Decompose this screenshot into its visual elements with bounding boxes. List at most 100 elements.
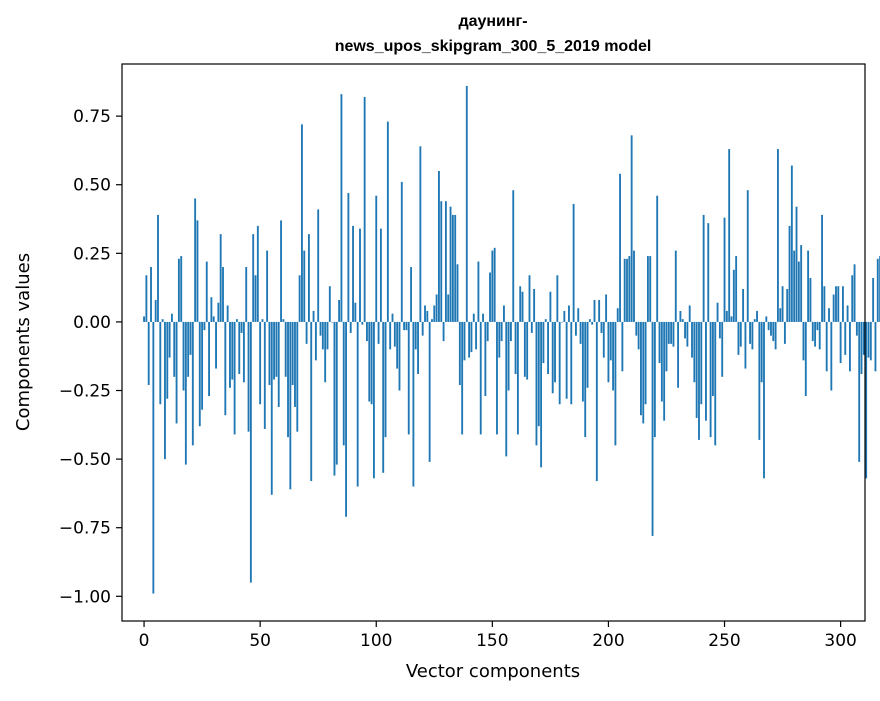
bar-271 [772,321,775,342]
bar-105 [386,121,389,322]
bar-300 [839,321,842,364]
bar-135 [456,264,459,322]
bar-104 [384,321,387,438]
bar-203 [614,321,617,446]
bar-282 [797,261,800,322]
bar-149 [489,272,491,322]
y-tick-label: 0.00 [73,313,111,333]
bar-302 [844,321,847,355]
bar-47 [252,234,255,322]
bar-215 [642,321,645,424]
bar-261 [749,321,751,344]
bar-199 [605,294,608,322]
bar-311 [865,321,868,479]
bar-268 [765,316,768,322]
bar-217 [646,256,649,322]
bar-233 [684,321,686,339]
bar-162 [519,286,522,322]
y-axis-label: Components values [13,253,34,431]
bar-301 [842,286,844,322]
bar-216 [644,321,647,405]
bar-260 [746,190,749,322]
bar-303 [846,305,849,322]
bar-201 [609,321,612,361]
bar-75 [317,209,320,322]
bar-164 [523,321,526,377]
x-tick-label: 250 [708,631,740,651]
bar-102 [379,228,382,322]
bar-232 [681,319,684,322]
bar-190 [584,321,587,438]
bar-285 [804,321,807,396]
bar-87 [345,321,347,517]
bar-259 [744,321,747,369]
bar-103 [382,321,385,473]
bar-299 [837,286,840,322]
bar-139 [465,85,468,322]
bar-1 [145,275,148,322]
bar-156 [505,321,508,457]
bar-73 [312,310,315,322]
y-tick-label: 0.25 [73,244,111,264]
bar-66 [296,321,299,432]
bar-177 [554,321,556,383]
bar-167 [530,321,533,333]
bar-8 [161,319,164,322]
bar-88 [347,192,350,322]
bar-25 [201,321,204,410]
bar-222 [658,321,661,364]
bar-292 [821,214,823,322]
bar-132 [449,206,452,322]
bar-142 [472,313,475,322]
bar-163 [521,291,524,322]
bar-174 [547,321,549,375]
bar-22 [194,198,197,322]
bar-192 [588,319,591,322]
bar-251 [725,310,728,322]
bar-158 [509,321,512,342]
bar-84 [338,299,341,322]
bar-313 [869,321,872,361]
bar-228 [672,321,675,347]
bar-72 [310,321,313,482]
bar-284 [802,321,805,361]
bar-6 [157,214,159,322]
bar-113 [405,321,408,331]
bar-205 [619,173,621,322]
bar-49 [256,225,259,322]
bar-15 [177,258,180,322]
bar-14 [175,321,178,424]
bar-213 [637,321,640,350]
bar-198 [602,321,605,358]
bar-288 [811,321,814,342]
bar-112 [403,321,406,331]
bar-189 [581,321,584,402]
bar-170 [537,321,540,427]
bar-70 [305,321,308,344]
bar-223 [660,321,663,402]
bar-77 [321,321,324,350]
bar-40 [236,319,238,322]
bar-2 [147,321,150,386]
bar-71 [307,234,310,322]
bar-273 [777,149,779,322]
bar-32 [217,302,220,322]
bar-152 [496,321,498,435]
bar-159 [512,190,515,322]
bar-154 [500,321,503,342]
bar-17 [182,321,185,391]
bar-200 [607,321,610,383]
bar-272 [774,321,777,350]
bar-5 [154,299,157,322]
bar-193 [591,321,594,325]
bar-69 [303,250,306,322]
bar-134 [454,214,457,322]
bar-12 [170,313,173,322]
bar-114 [407,321,410,435]
bar-100 [375,195,378,322]
bar-218 [649,256,652,322]
bar-308 [858,321,861,462]
bar-99 [372,321,375,479]
bar-128 [440,201,443,322]
bar-196 [598,299,601,322]
